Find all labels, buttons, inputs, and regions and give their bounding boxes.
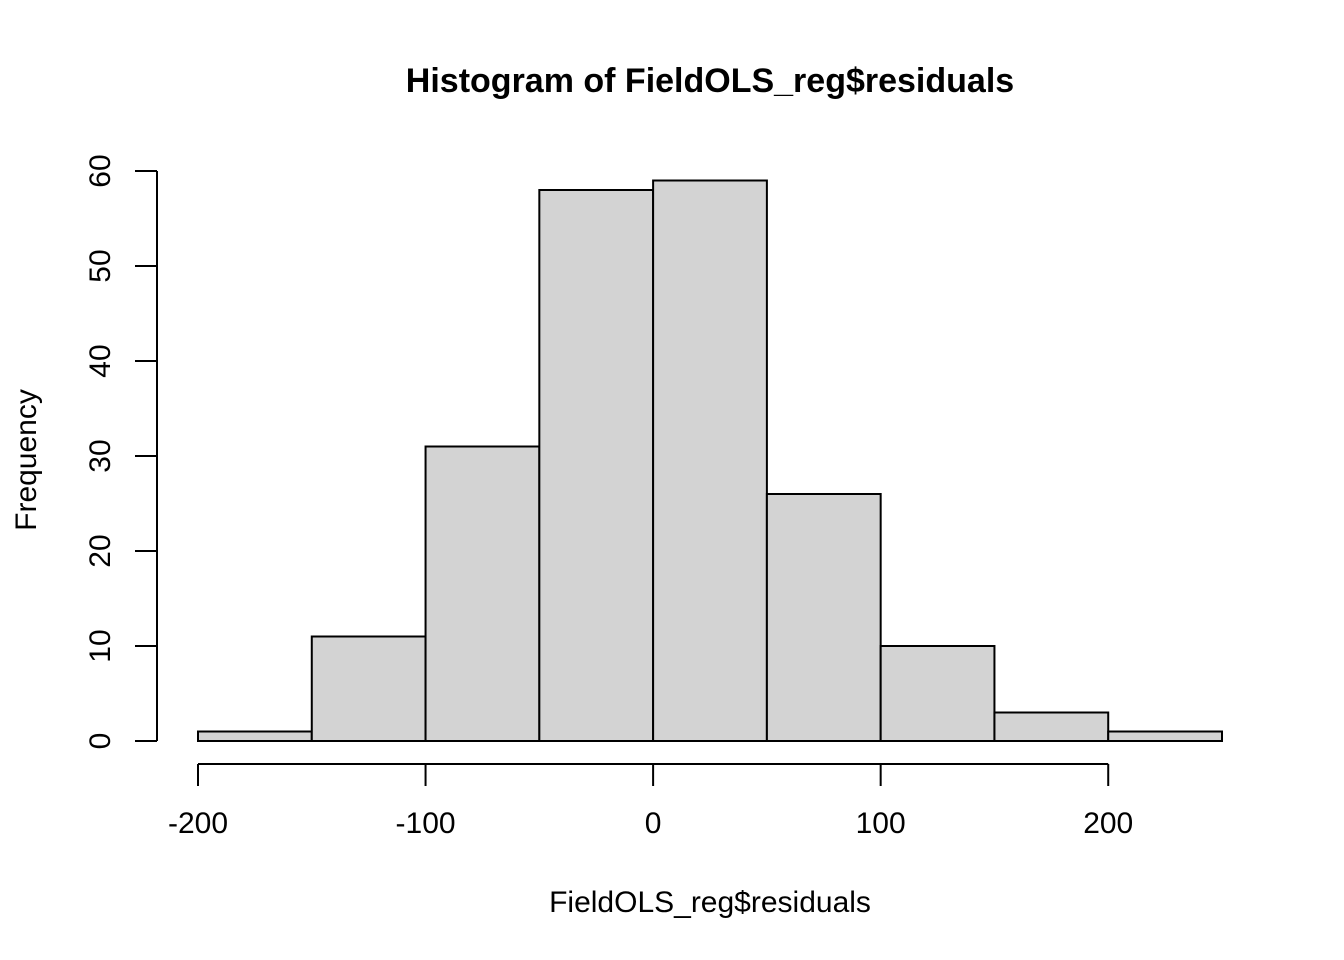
bars-group [197,179,1223,742]
y-tick-label: 0 [84,733,117,750]
histogram-bar [993,711,1110,742]
histogram-bar [1107,730,1223,742]
x-tick-label: 0 [645,807,662,840]
histogram-bar [197,730,313,742]
y-axis-title: Frequency [10,389,43,531]
y-axis: 0 10 20 30 40 50 60 [84,154,158,750]
histogram-bar [765,493,882,742]
y-tick-label: 40 [84,344,117,377]
y-tick-label: 10 [84,629,117,662]
histogram-bar [538,189,655,742]
y-tick-label: 30 [84,439,117,472]
y-tick-label: 50 [84,249,117,282]
histogram-bar [310,635,427,742]
x-tick-label: -100 [396,807,456,840]
histogram-bar [424,445,541,742]
x-tick-label: -200 [168,807,228,840]
x-tick-label: 100 [856,807,906,840]
x-tick-label: 200 [1083,807,1133,840]
histogram-bar [652,179,768,742]
y-tick-label: 60 [84,154,117,187]
chart-title: Histogram of FieldOLS_reg$residuals [406,62,1014,100]
x-axis-title: FieldOLS_reg$residuals [549,886,871,919]
x-axis: -200 -100 0 100 200 [168,763,1133,840]
y-tick-label: 20 [84,534,117,567]
histogram-bar [879,645,996,742]
